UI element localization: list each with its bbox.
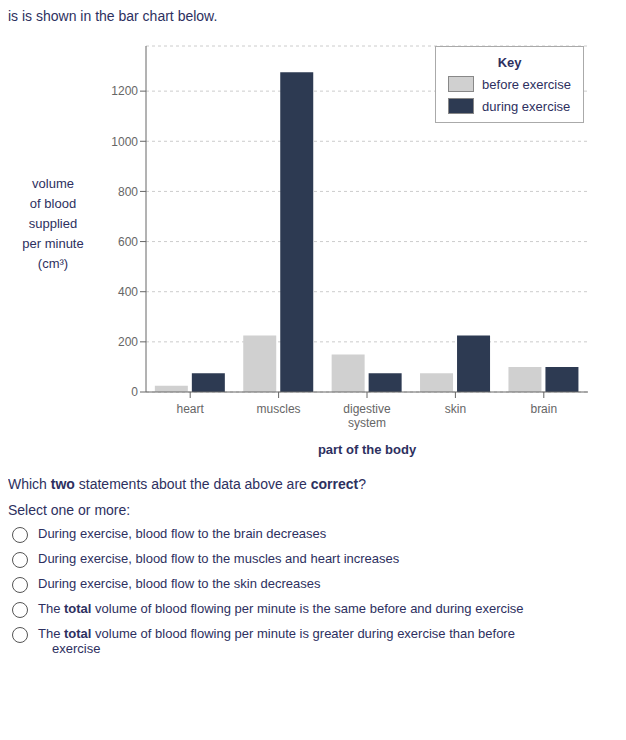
html-text:Which two statements about the: Which two statements about the data abov… xyxy=(8,476,366,492)
svg-text:part of the body: part of the body xyxy=(318,442,417,457)
svg-text:heart: heart xyxy=(177,402,205,416)
svg-text:1200: 1200 xyxy=(111,84,138,98)
svg-text:digestivesystem: digestivesystem xyxy=(343,402,391,430)
html-text:During exercise, blood flow to: During exercise, blood flow to the brain… xyxy=(38,526,327,541)
html-text:(cm³): (cm³) xyxy=(37,256,69,271)
html-text:The total volume of blood flow: The total volume of blood flowing per mi… xyxy=(38,601,524,616)
svg-text:200: 200 xyxy=(118,335,138,349)
html-text:exercise: exercise xyxy=(52,641,101,656)
html-text:During exercise, blood flow to: During exercise, blood flow to the skin … xyxy=(38,576,321,591)
svg-text:brain: brain xyxy=(530,402,557,416)
svg-text:400: 400 xyxy=(118,285,138,299)
html-text:Key: Key xyxy=(497,55,522,70)
svg-text:1000: 1000 xyxy=(111,135,138,149)
svg-text:800: 800 xyxy=(118,185,138,199)
html-text:before exercise: before exercise xyxy=(482,76,571,92)
html-text:during exercise: during exercise xyxy=(482,98,571,114)
svg-text:skin: skin xyxy=(445,402,466,416)
html-text:of blood: of blood xyxy=(29,196,77,211)
svg-text:muscles: muscles xyxy=(257,402,301,416)
svg-text:0: 0 xyxy=(131,385,138,399)
html-text:During exercise, blood flow to: During exercise, blood flow to the muscl… xyxy=(38,551,400,566)
html-text:per minute: per minute xyxy=(22,236,84,251)
svg-text:600: 600 xyxy=(118,235,138,249)
html-text:is is shown in the bar chart b: is is shown in the bar chart below. xyxy=(8,8,218,24)
html-text:The total volume of blood flow: The total volume of blood flowing per mi… xyxy=(38,626,515,641)
html-text:Select one or more:: Select one or more: xyxy=(8,502,131,518)
html-text:volume: volume xyxy=(32,176,74,191)
html-text:supplied: supplied xyxy=(28,216,78,231)
